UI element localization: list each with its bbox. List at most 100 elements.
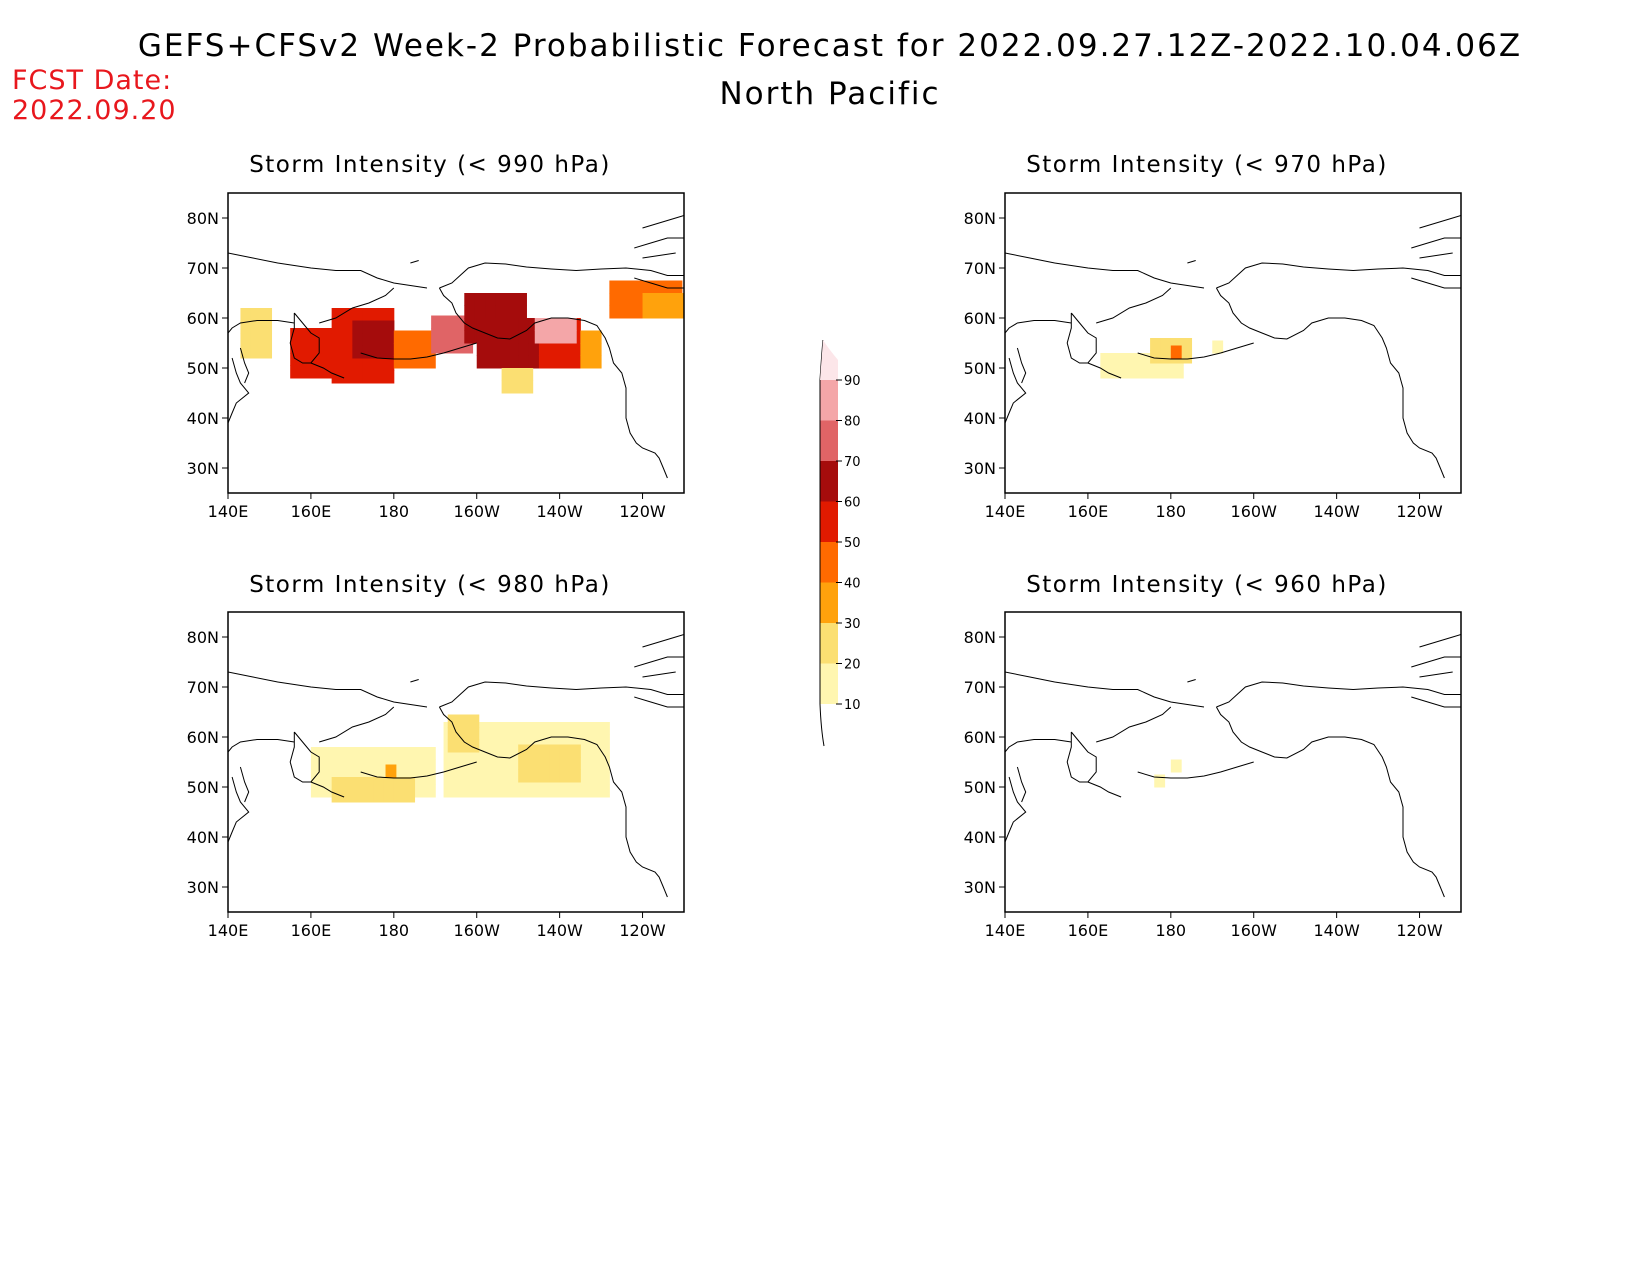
probability-cell xyxy=(528,744,540,758)
probability-cell xyxy=(507,318,519,331)
probability-cell xyxy=(497,343,509,356)
probability-cell xyxy=(580,330,592,344)
coastline xyxy=(228,739,295,753)
probability-cell xyxy=(362,308,374,321)
probability-cell xyxy=(250,320,262,334)
lon-tick-label: 180 xyxy=(379,921,410,940)
probability-cell xyxy=(505,293,517,306)
probability-cell xyxy=(240,345,252,359)
probability-cell xyxy=(485,293,496,306)
probability-cell xyxy=(570,769,581,783)
probability-cell xyxy=(250,333,262,346)
colorbar-label: 60 xyxy=(844,496,861,511)
probability-cell xyxy=(549,355,561,369)
map-frame xyxy=(227,611,685,913)
probability-cell xyxy=(495,722,507,735)
lon-tick-label: 120W xyxy=(1396,502,1443,521)
probability-cell xyxy=(385,764,397,778)
probability-cell xyxy=(555,318,567,331)
probability-cell xyxy=(352,759,364,773)
lat-tick-label: 30N xyxy=(187,459,219,478)
probability-cell xyxy=(570,355,581,369)
probability-cell xyxy=(557,734,569,748)
probability-cell xyxy=(495,759,507,773)
probability-cell xyxy=(619,305,631,319)
probability-cell xyxy=(352,747,364,760)
lon-tick-label: 180 xyxy=(1156,502,1187,521)
probability-cell xyxy=(453,747,465,760)
probability-cell xyxy=(559,343,571,356)
probability-cell xyxy=(642,305,654,319)
lon-tick-label: 160W xyxy=(1231,921,1278,940)
colorbar-label: 40 xyxy=(844,577,861,592)
lon-tick-label: 140E xyxy=(985,502,1026,521)
probability-cell xyxy=(310,784,322,798)
probability-cell xyxy=(663,305,675,319)
coastline xyxy=(438,706,668,898)
probability-cell xyxy=(261,333,273,346)
probability-cell xyxy=(652,293,664,306)
main-title: GEFS+CFSv2 Week-2 Probabilistic Forecast… xyxy=(137,28,1523,64)
probability-cell xyxy=(362,747,374,760)
colorbar-segment xyxy=(820,501,838,542)
probability-cell xyxy=(404,789,416,803)
lat-tick-label: 40N xyxy=(187,828,219,847)
probability-cell xyxy=(468,739,480,753)
probability-cell xyxy=(383,358,395,371)
probability-cell xyxy=(619,293,631,306)
colorbar-label: 90 xyxy=(844,374,861,389)
probability-cell xyxy=(487,330,498,344)
probability-cell xyxy=(1150,338,1161,351)
probability-cell xyxy=(476,355,488,369)
probability-cell xyxy=(487,355,498,369)
probability-cell xyxy=(526,734,538,748)
probability-cell xyxy=(578,747,590,760)
lon-tick-label: 160E xyxy=(1068,921,1109,940)
probability-cell xyxy=(565,318,577,331)
probability-cell xyxy=(474,784,486,798)
colorbar-label: 10 xyxy=(844,698,861,713)
probability-cell xyxy=(1110,365,1122,379)
lat-tick-label: 60N xyxy=(964,728,996,747)
lat-tick-label: 80N xyxy=(187,628,219,647)
probability-cell xyxy=(342,320,353,334)
coastline xyxy=(239,347,250,384)
lat-tick-label: 70N xyxy=(187,678,219,697)
lat-tick-label: 50N xyxy=(964,359,996,378)
coastline xyxy=(1216,262,1461,289)
forecast-date: FCST Date: 2022.09.20 xyxy=(12,66,177,126)
probability-cell xyxy=(451,328,463,341)
lon-tick-label: 160E xyxy=(291,502,332,521)
probability-cell xyxy=(352,777,364,790)
probability-cell xyxy=(528,769,540,783)
lon-tick-label: 140E xyxy=(985,921,1026,940)
coastline xyxy=(642,215,684,229)
coastline xyxy=(1187,260,1196,264)
coastline xyxy=(1411,656,1461,668)
probability-cell xyxy=(673,305,684,319)
probability-cell xyxy=(373,308,384,321)
lat-tick-label: 30N xyxy=(964,459,996,478)
probability-cell xyxy=(342,308,353,321)
probability-cell xyxy=(671,280,683,294)
probability-cell xyxy=(404,330,416,344)
probability-cell xyxy=(1162,365,1174,379)
probability-cell xyxy=(1170,338,1182,351)
coastline xyxy=(1419,252,1453,259)
lat-tick-label: 30N xyxy=(964,878,996,897)
coastline xyxy=(642,671,676,678)
lat-tick-label: 60N xyxy=(187,728,219,747)
probability-cell xyxy=(310,328,322,341)
probability-cell xyxy=(240,308,252,321)
probability-cell xyxy=(474,759,486,773)
probability-cell xyxy=(331,345,343,359)
probability-cell xyxy=(630,305,641,319)
lat-tick-label: 50N xyxy=(187,778,219,797)
probability-cell xyxy=(453,784,465,798)
probability-cell xyxy=(362,789,374,803)
coastline xyxy=(228,357,250,424)
probability-cell xyxy=(505,747,517,760)
probability-cell xyxy=(321,747,333,760)
probability-cell xyxy=(476,343,488,356)
probability-cell xyxy=(250,345,262,359)
